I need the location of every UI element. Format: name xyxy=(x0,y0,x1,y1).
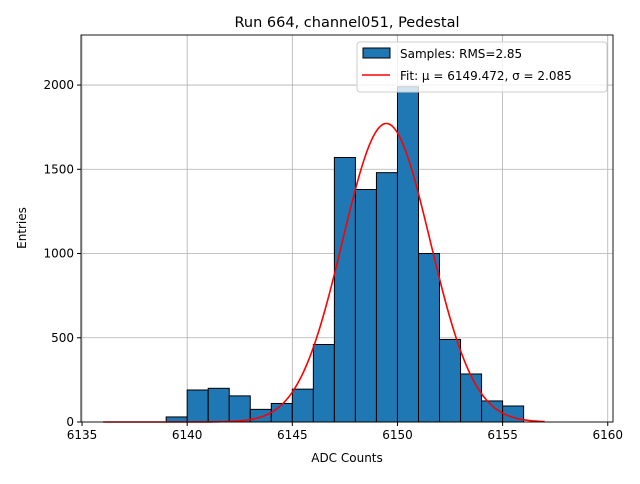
y-tick-label: 0 xyxy=(66,415,74,429)
y-tick-label: 1000 xyxy=(43,247,74,261)
x-tick-label: 6140 xyxy=(172,428,203,442)
histogram-bar xyxy=(333,156,356,423)
y-tick-label: 1500 xyxy=(43,162,74,176)
histogram-bar xyxy=(460,373,483,423)
histogram-bar xyxy=(291,388,314,423)
histogram-bar xyxy=(396,86,419,423)
histogram-bar xyxy=(354,188,377,423)
histogram-bar xyxy=(417,253,441,423)
legend-box xyxy=(356,41,608,93)
y-tick-label: 2000 xyxy=(43,78,74,92)
chart-title: Run 664, channel051, Pedestal xyxy=(234,15,459,31)
x-tick-label: 6155 xyxy=(487,428,518,442)
x-tick-label: 6160 xyxy=(592,428,623,442)
histogram-bar xyxy=(270,402,293,423)
x-tick-label: 6135 xyxy=(67,428,98,442)
axis-ticks: 6135 6140 6145 6150 6155 6160 0 500 1000 1500 2000 xyxy=(43,78,623,442)
x-tick-label: 6145 xyxy=(277,428,308,442)
legend-label-fit: Fit: μ = 6149.472, σ = 2.085 xyxy=(400,69,572,83)
histogram-bar xyxy=(439,338,462,423)
y-axis-label: Entries xyxy=(15,207,29,249)
x-tick-label: 6150 xyxy=(382,428,413,442)
legend: Samples: RMS=2.85 Fit: μ = 6149.472, σ =… xyxy=(356,41,608,93)
bars xyxy=(165,86,525,423)
histogram-bar xyxy=(207,387,230,423)
histogram-bar xyxy=(249,408,272,423)
histogram-bar xyxy=(186,389,209,423)
histogram-bar xyxy=(228,395,251,423)
histogram-bar xyxy=(375,172,398,423)
histogram-bar xyxy=(312,343,335,423)
x-axis-label: ADC Counts xyxy=(311,451,383,465)
legend-label-samples: Samples: RMS=2.85 xyxy=(400,47,522,61)
legend-swatch-samples xyxy=(362,47,391,59)
y-tick-label: 500 xyxy=(51,331,74,345)
plot-frame xyxy=(80,34,614,423)
